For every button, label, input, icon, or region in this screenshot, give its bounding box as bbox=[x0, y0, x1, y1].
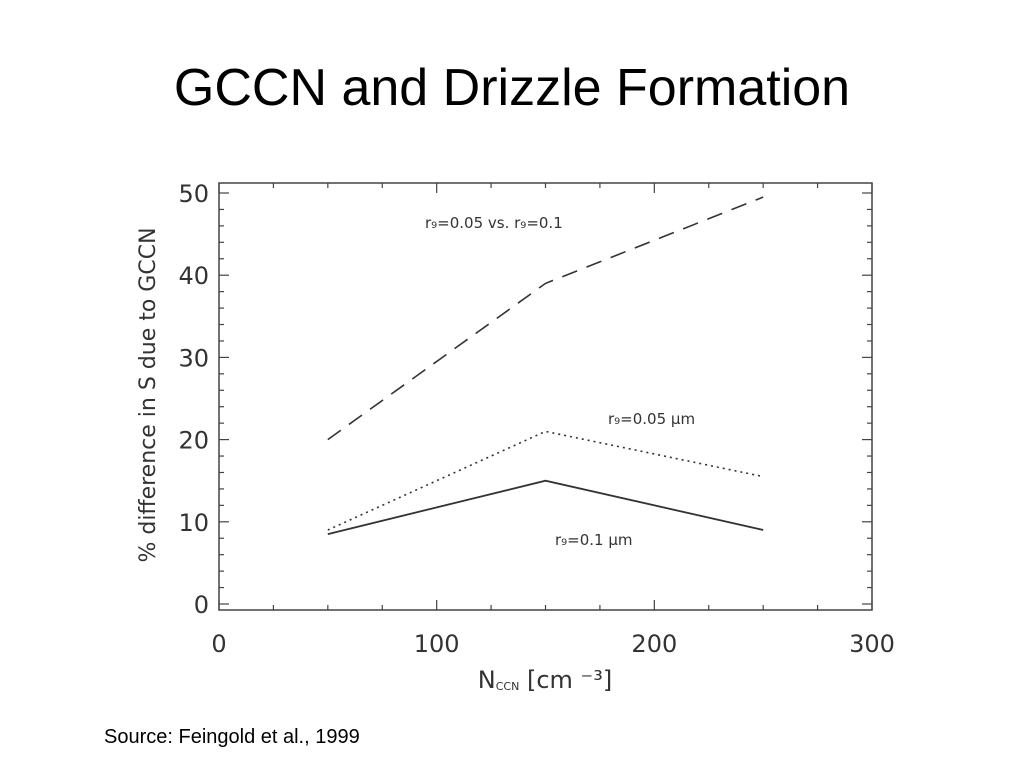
y-tick-label: 20 bbox=[178, 427, 209, 455]
series-rg005-line bbox=[327, 430, 764, 531]
x-tick-label: 100 bbox=[414, 630, 460, 658]
series-annotation: r₉=0.1 μm bbox=[555, 531, 633, 549]
series-annotation: r₉=0.05 μm bbox=[608, 410, 695, 428]
x-tick-label: 0 bbox=[211, 630, 226, 658]
slide-title: GCCN and Drizzle Formation bbox=[173, 59, 851, 117]
series-rg005-vs-rg01-line bbox=[327, 196, 764, 441]
x-axis-label: NCCN [cm ⁻³] bbox=[478, 666, 612, 694]
x-tick-label: 300 bbox=[849, 630, 895, 658]
y-tick-label: 10 bbox=[178, 509, 209, 537]
y-tick-label: 30 bbox=[178, 344, 209, 372]
series-annotation: r₉=0.05 vs. r₉=0.1 bbox=[425, 214, 563, 232]
plot-frame bbox=[218, 182, 873, 611]
y-axis-label: % difference in S due to GCCN bbox=[136, 227, 161, 562]
y-tick-label: 40 bbox=[178, 262, 209, 290]
series-rg01-line bbox=[327, 479, 764, 535]
y-tick-label: 0 bbox=[194, 591, 209, 619]
x-tick-label: 200 bbox=[631, 630, 677, 658]
source-citation: Source: Feingold et al., 1999 bbox=[104, 726, 360, 748]
y-tick-label: 50 bbox=[178, 180, 209, 208]
